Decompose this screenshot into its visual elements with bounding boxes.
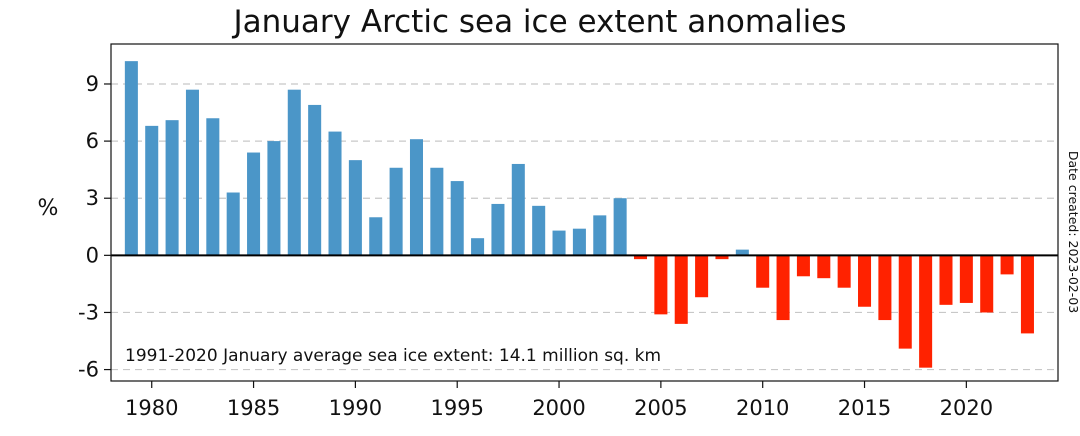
bar-2017 <box>898 255 912 349</box>
bar-1994 <box>430 167 444 256</box>
bar-2016 <box>878 255 892 321</box>
bar-1995 <box>450 181 464 256</box>
bar-1993 <box>409 139 423 256</box>
plot-frame <box>110 43 1059 382</box>
x-tick-label: 2015 <box>838 396 891 420</box>
bar-1981 <box>165 120 179 256</box>
bar-1990 <box>348 160 362 256</box>
bar-1979 <box>124 61 138 256</box>
x-tick-label: 1980 <box>125 396 178 420</box>
x-tick-label: 2020 <box>940 396 993 420</box>
x-tick-label: 2005 <box>634 396 687 420</box>
date-created-note: Date created: 2023-02-03 <box>1066 151 1080 313</box>
bar-1996 <box>471 238 485 256</box>
bar-2004 <box>633 255 648 260</box>
x-tick-label: 1995 <box>430 396 483 420</box>
bar-1987 <box>287 89 301 256</box>
x-tick-label: 2010 <box>736 396 789 420</box>
bar-1999 <box>532 205 546 256</box>
chart-title: January Arctic sea ice extent anomalies <box>233 4 847 40</box>
bar-2007 <box>695 255 709 298</box>
bar-2009 <box>735 249 749 256</box>
bar-2005 <box>654 255 668 315</box>
y-axis-ticks: -6 -3 0 3 6 9 <box>78 72 111 382</box>
bar-1982 <box>185 89 199 256</box>
y-axis-label: % <box>38 196 59 221</box>
y-tick-label: 6 <box>86 129 99 153</box>
y-tick-label: 0 <box>86 243 99 267</box>
y-tick-label: -6 <box>78 358 99 382</box>
bar-2020 <box>959 255 973 303</box>
bar-1983 <box>206 118 220 256</box>
bar-2023 <box>1020 255 1034 334</box>
bar-1997 <box>491 203 505 256</box>
bar-2021 <box>980 255 994 313</box>
bar-2003 <box>613 198 627 256</box>
x-tick-label: 1990 <box>329 396 382 420</box>
bar-2019 <box>939 255 953 305</box>
bar-2000 <box>552 230 566 256</box>
baseline-annotation: 1991-2020 January average sea ice extent… <box>125 346 661 366</box>
bar-2011 <box>776 255 790 321</box>
bars <box>124 61 1034 368</box>
y-tick-label: 9 <box>86 72 99 96</box>
bar-1992 <box>389 167 403 256</box>
bar-1986 <box>267 141 281 256</box>
bar-2012 <box>796 255 810 277</box>
bar-1988 <box>308 104 322 256</box>
bar-2008 <box>715 255 729 260</box>
x-tick-label: 2000 <box>532 396 585 420</box>
x-axis-ticks: 1980 1985 1990 1995 2000 2005 2010 2015 2020 <box>125 381 993 420</box>
bar-2022 <box>1000 255 1014 275</box>
bar-2006 <box>674 255 688 324</box>
bar-2002 <box>593 215 607 256</box>
y-tick-label: -3 <box>78 300 99 324</box>
bar-2010 <box>756 255 770 288</box>
bar-1984 <box>226 192 240 256</box>
bar-1985 <box>247 152 261 256</box>
bar-1989 <box>328 131 342 256</box>
bar-1991 <box>369 217 383 256</box>
bar-2013 <box>817 255 831 279</box>
bar-1980 <box>145 125 159 256</box>
y-tick-label: 3 <box>86 186 99 210</box>
bar-2001 <box>572 228 586 256</box>
bar-1998 <box>511 163 525 256</box>
x-tick-label: 1985 <box>227 396 280 420</box>
bar-2014 <box>837 255 851 288</box>
bar-2018 <box>919 255 933 368</box>
bar-2015 <box>858 255 872 307</box>
